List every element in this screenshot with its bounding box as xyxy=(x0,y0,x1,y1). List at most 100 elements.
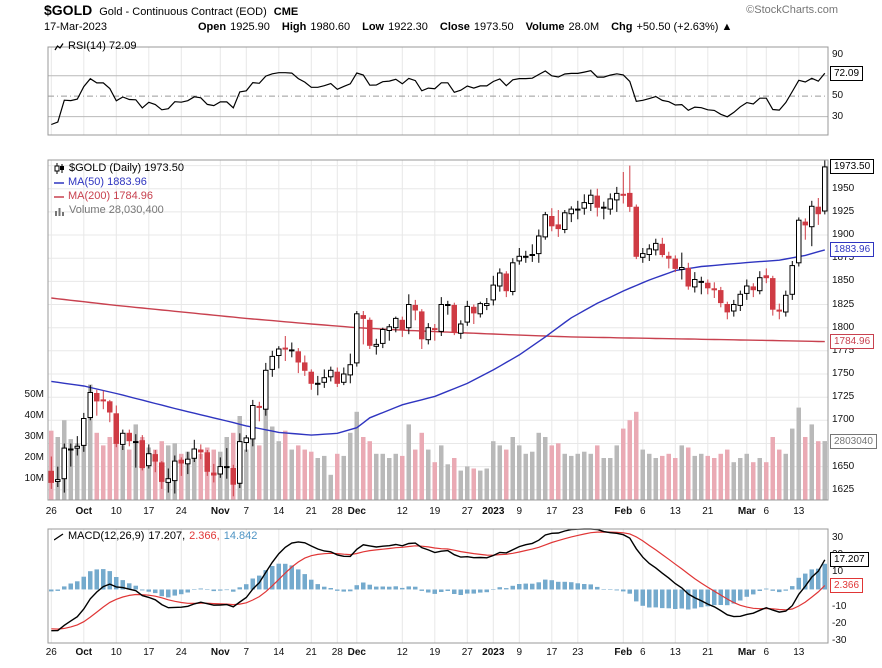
price-axis-label: 1750 xyxy=(832,368,855,379)
candlestick-icon xyxy=(54,163,64,174)
volume-axis-label: 10M xyxy=(24,473,44,484)
x-axis-label: 6 xyxy=(763,647,770,658)
macd-legend: MACD(12,26,9) 17.207, 2.366, 14.842 xyxy=(54,530,257,543)
volume-axis-label: 50M xyxy=(24,389,44,400)
quote-value: +50.50 (+2.63%) ▲ xyxy=(636,21,733,33)
macd-axis-label: -20 xyxy=(832,618,847,629)
x-axis-label: 21 xyxy=(305,506,317,517)
quote-label: Volume xyxy=(525,21,565,33)
x-axis-label: Feb xyxy=(614,647,633,658)
volume-axis-label: 40M xyxy=(24,410,44,421)
quote-value: 1980.60 xyxy=(310,21,351,33)
instrument-description: Gold - Continuous Contract (EOD) xyxy=(99,6,267,18)
chart-header: $GOLD Gold - Continuous Contract (EOD) C… xyxy=(44,2,298,18)
x-axis-label: Nov xyxy=(210,647,230,658)
rsi-axis-label: 50 xyxy=(832,90,844,102)
ticker-symbol: $GOLD xyxy=(44,2,93,18)
ma200-line-icon xyxy=(54,195,64,198)
price-axis-label: 1925 xyxy=(832,205,855,217)
x-axis-label: Mar xyxy=(737,647,756,658)
x-axis-label: 13 xyxy=(669,506,681,517)
price-axis-label: 1800 xyxy=(832,321,855,333)
price-legend-label: $GOLD (Daily) 1973.50 xyxy=(69,162,184,174)
x-axis-label: 24 xyxy=(175,506,187,517)
rsi-axis-label: 90 xyxy=(832,49,844,61)
x-axis-label: 28 xyxy=(331,647,343,658)
x-axis-label: 26 xyxy=(45,506,57,517)
x-axis-label: 21 xyxy=(305,647,317,658)
price-axis-label: 1700 xyxy=(832,414,855,426)
quote-summary: Open 1925.90 High 1980.60 Low 1922.30 Close 197… xyxy=(198,21,744,33)
volume-legend-label: Volume 28,030,400 xyxy=(69,204,164,216)
volume-legend: Volume 28,030,400 xyxy=(54,204,164,217)
x-axis-label: 28 xyxy=(331,506,343,517)
macd-signal-badge: 2.366 xyxy=(830,577,864,593)
quote-value: 1925.90 xyxy=(230,21,270,33)
x-axis-label: 23 xyxy=(572,647,584,658)
quote-label: Low xyxy=(362,21,385,33)
x-axis-label: 9 xyxy=(516,506,523,517)
x-axis-label: 7 xyxy=(243,506,250,517)
price-axis-label: 1950 xyxy=(832,182,855,194)
x-axis-label: 21 xyxy=(702,647,714,658)
price-legend: $GOLD (Daily) 1973.50 xyxy=(54,162,184,175)
x-axis-label: 17 xyxy=(143,647,155,658)
rsi-indicator-icon xyxy=(54,42,64,50)
ma50-value-badge: 1883.96 xyxy=(830,242,875,258)
price-axis-label: 1625 xyxy=(832,483,855,495)
x-axis-label: 27 xyxy=(461,647,473,658)
rsi-legend-label: RSI(14) 72.09 xyxy=(68,40,137,52)
volume-axis-label: 30M xyxy=(24,431,44,442)
x-axis-label: 19 xyxy=(429,506,441,517)
price-axis-label: 1850 xyxy=(832,275,855,287)
copyright: ©StockCharts.com xyxy=(746,4,838,16)
x-axis-label: 12 xyxy=(396,506,408,517)
quote-value: 28.0M xyxy=(568,21,600,33)
price-axis-label: 1900 xyxy=(832,229,855,240)
x-axis-label: 10 xyxy=(110,506,122,517)
x-axis-label: 13 xyxy=(793,506,805,517)
rsi-value-badge: 72.09 xyxy=(830,66,864,81)
ma50-legend: MA(50) 1883.96 xyxy=(54,176,147,189)
quote-label: Open xyxy=(198,21,227,33)
x-axis-label: Feb xyxy=(614,506,633,517)
exchange-label: CME xyxy=(273,6,299,18)
rsi-legend: RSI(14) 72.09 xyxy=(54,40,136,53)
x-axis-label: 23 xyxy=(572,506,584,517)
macd-axis-label: -30 xyxy=(832,635,847,647)
x-axis-label: 6 xyxy=(640,647,646,658)
x-axis-label: 2023 xyxy=(482,647,505,658)
chart-date: 17-Mar-2023 xyxy=(44,21,107,33)
x-axis-label: Nov xyxy=(210,506,230,517)
macd-values-signal: 2.366, xyxy=(189,530,220,542)
x-axis-label: 2023 xyxy=(482,506,505,517)
x-axis-label: 7 xyxy=(243,647,250,658)
x-axis-label: Oct xyxy=(75,506,93,517)
x-axis-label: 6 xyxy=(640,506,646,517)
price-axis-label: 1775 xyxy=(832,344,855,356)
volume-bars-icon xyxy=(55,207,64,216)
x-axis-label: 14 xyxy=(273,647,285,658)
macd-value-badge: 17.207 xyxy=(830,552,869,568)
ma50-line-icon xyxy=(54,181,64,184)
ma200-legend-label: MA(200) 1784.96 xyxy=(68,190,153,202)
macd-legend-name: MACD(12,26,9) xyxy=(68,530,145,542)
x-axis-label: 17 xyxy=(143,506,155,517)
x-axis-label: 19 xyxy=(429,647,441,658)
macd-axis-label: 30 xyxy=(832,531,844,543)
x-axis-label: 17 xyxy=(546,506,558,517)
x-axis-label: Oct xyxy=(75,647,93,658)
quote-value: 1973.50 xyxy=(473,21,514,33)
ma200-legend: MA(200) 1784.96 xyxy=(54,190,153,203)
x-axis-label: 17 xyxy=(546,647,558,658)
x-axis-label: Dec xyxy=(347,647,366,658)
x-axis-label: 12 xyxy=(396,647,408,658)
x-axis-label: Dec xyxy=(347,506,366,517)
volume-axis-label: 20M xyxy=(24,452,44,463)
ma50-legend-label: MA(50) 1883.96 xyxy=(68,176,147,188)
macd-axis-label: 10 xyxy=(832,566,844,578)
macd-line-icon xyxy=(54,532,64,541)
